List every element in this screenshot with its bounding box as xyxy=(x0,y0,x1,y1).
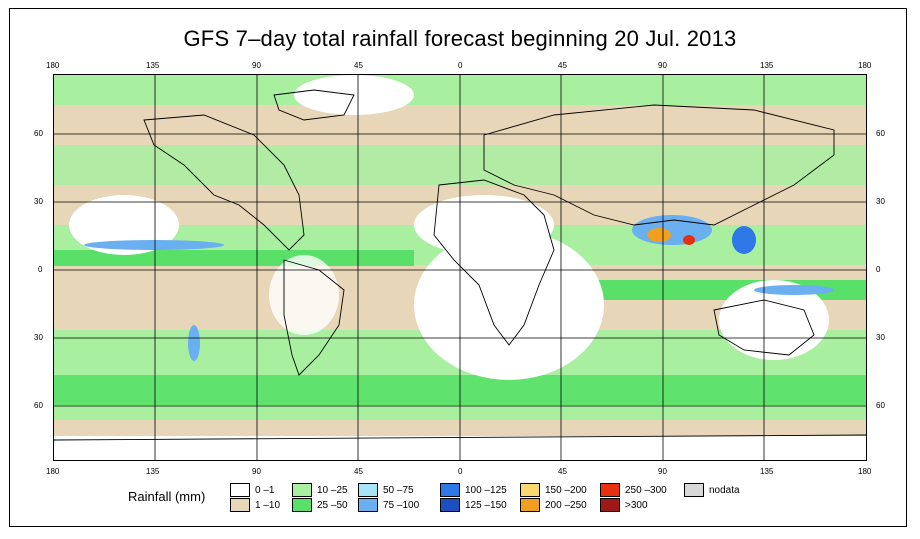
legend-label: 50 –75 xyxy=(383,485,414,496)
coastlines xyxy=(54,89,866,441)
legend-swatch xyxy=(600,483,620,497)
legend-swatch xyxy=(600,498,620,512)
legend-title: Rainfall (mm) xyxy=(128,489,206,504)
figure-frame xyxy=(9,8,907,527)
legend-label: nodata xyxy=(709,485,740,496)
rainfall-map-svg xyxy=(54,75,866,460)
legend-swatch xyxy=(684,483,704,497)
legend-swatch xyxy=(292,483,312,497)
legend-swatch xyxy=(292,498,312,512)
lon-label-bottom: 90 xyxy=(252,467,261,476)
rainfall-map xyxy=(53,74,867,461)
legend-label: 0 –1 xyxy=(255,485,275,496)
legend-label: 75 –100 xyxy=(383,500,420,511)
lon-label-top: 90 xyxy=(252,61,261,70)
lon-label-bottom: 180 xyxy=(46,467,60,476)
lon-label-bottom: 0 xyxy=(458,467,463,476)
lon-label-top: 90 xyxy=(658,61,667,70)
lat-label-left: 0 xyxy=(38,265,43,274)
legend-label: 250 –300 xyxy=(625,485,667,496)
lon-label-bottom: 90 xyxy=(658,467,667,476)
lon-label-top: 45 xyxy=(354,61,363,70)
lon-label-top: 180 xyxy=(46,61,60,70)
legend-label: 25 –50 xyxy=(317,500,348,511)
lon-label-top: 180 xyxy=(858,61,872,70)
lat-label-left: 60 xyxy=(34,129,43,138)
lat-label-left: 30 xyxy=(34,333,43,342)
lon-label-bottom: 180 xyxy=(858,467,872,476)
legend-swatch xyxy=(520,498,540,512)
legend-label: 150 –200 xyxy=(545,485,587,496)
legend-label: >300 xyxy=(625,500,648,511)
lat-label-right: 0 xyxy=(876,265,881,274)
legend-label: 1 –10 xyxy=(255,500,281,511)
lon-label-bottom: 45 xyxy=(354,467,363,476)
lat-label-left: 30 xyxy=(34,197,43,206)
graticule xyxy=(54,75,866,460)
legend-swatch xyxy=(358,498,378,512)
lon-label-top: 135 xyxy=(760,61,774,70)
legend-label: 100 –125 xyxy=(465,485,507,496)
lat-label-right: 60 xyxy=(876,401,885,410)
lon-label-top: 135 xyxy=(146,61,160,70)
legend-swatch xyxy=(358,483,378,497)
lon-label-bottom: 45 xyxy=(558,467,567,476)
legend-swatch xyxy=(230,498,250,512)
lon-label-top: 0 xyxy=(458,61,463,70)
lat-label-right: 30 xyxy=(876,197,885,206)
legend-label: 125 –150 xyxy=(465,500,507,511)
legend-swatch xyxy=(520,483,540,497)
legend-label: 200 –250 xyxy=(545,500,587,511)
legend-swatch xyxy=(440,498,460,512)
legend-swatch xyxy=(440,483,460,497)
lon-label-top: 45 xyxy=(558,61,567,70)
lat-label-right: 60 xyxy=(876,129,885,138)
legend-label: 10 –25 xyxy=(317,485,348,496)
map-title: GFS 7–day total rainfall forecast beginn… xyxy=(183,26,737,51)
lon-label-bottom: 135 xyxy=(146,467,160,476)
legend-swatch xyxy=(230,483,250,497)
lat-label-left: 60 xyxy=(34,401,43,410)
lon-label-bottom: 135 xyxy=(760,467,774,476)
lat-label-right: 30 xyxy=(876,333,885,342)
